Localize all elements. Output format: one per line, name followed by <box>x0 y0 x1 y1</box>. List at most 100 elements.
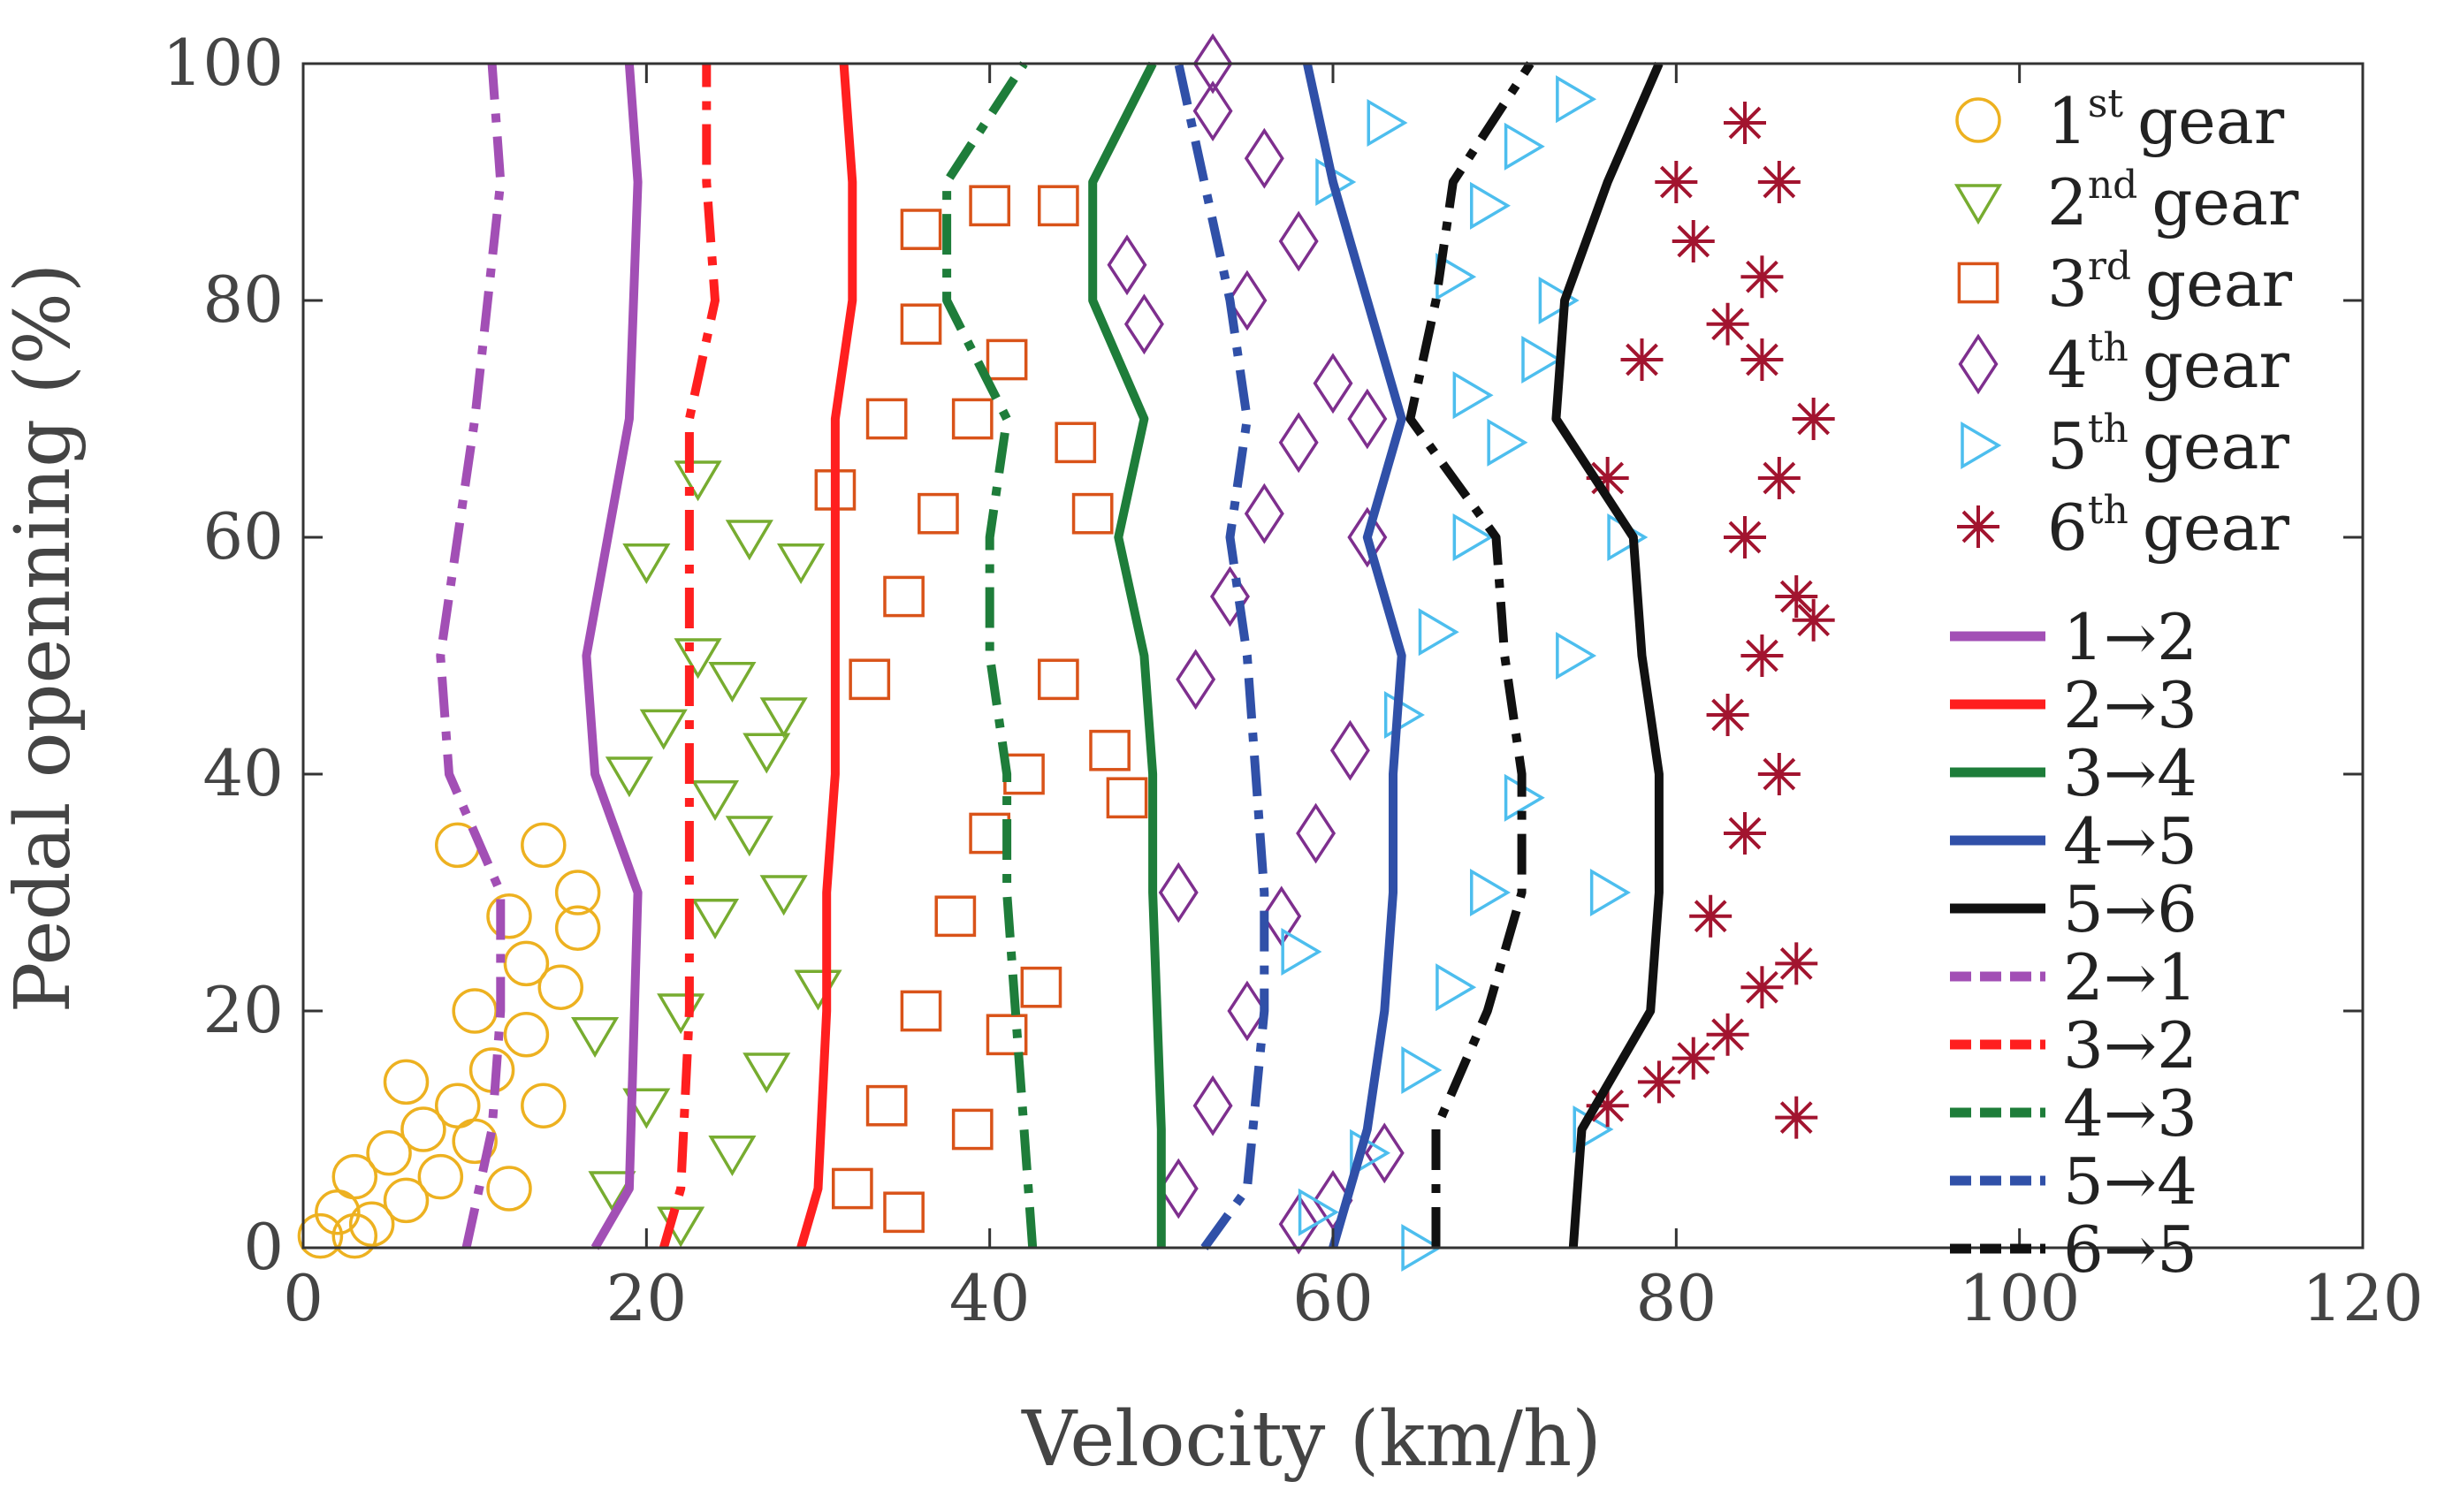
data-point <box>1436 963 1477 1012</box>
data-point <box>1757 753 1801 795</box>
data-point <box>383 1059 430 1106</box>
data-point <box>690 780 740 822</box>
data-point <box>1192 33 1233 95</box>
legend-label: 2nd gear <box>2047 163 2299 239</box>
data-point <box>1706 694 1749 736</box>
data-point <box>1655 161 1698 203</box>
legend-label-number: 3 <box>2047 247 2088 321</box>
data-point <box>1192 1075 1233 1136</box>
data-point <box>1278 412 1319 474</box>
data-point <box>503 940 550 987</box>
data-point <box>1227 270 1268 331</box>
data-point <box>1740 255 1784 299</box>
data-point <box>674 460 722 502</box>
threshold-line-3-4 <box>1088 61 1166 1248</box>
data-point <box>674 638 722 680</box>
data-point <box>708 662 757 703</box>
legend-item-2: 2nd gear <box>1953 163 2299 239</box>
data-point <box>1107 234 1147 296</box>
legend-line-label: 1→2 <box>2063 600 2197 674</box>
data-point <box>1347 506 1388 568</box>
legend-marker <box>1958 333 1999 395</box>
data-point <box>1401 1045 1443 1095</box>
legend-line-item-5-6: 5→6 <box>1950 872 2197 946</box>
legend-item-3: 3rd gear <box>1957 244 2293 321</box>
data-point <box>1210 566 1250 627</box>
data-point <box>1227 980 1268 1042</box>
data-point <box>1020 966 1062 1008</box>
threshold-line-4-3 <box>942 61 1038 1249</box>
data-point <box>1281 927 1322 976</box>
data-point <box>297 1212 344 1259</box>
data-point <box>1313 353 1353 414</box>
data-point <box>452 1118 498 1165</box>
legend-line-label: 4→3 <box>2063 1076 2197 1151</box>
scatter-series-5 <box>1281 75 1649 1273</box>
data-point <box>1620 338 1664 381</box>
data-point <box>1123 293 1164 355</box>
legend-marker <box>1961 421 2002 470</box>
data-point <box>571 1017 620 1059</box>
data-point <box>383 1177 430 1224</box>
legend-line-label: 5→4 <box>2063 1144 2197 1219</box>
data-point <box>1418 608 1459 657</box>
data-point <box>1672 220 1715 262</box>
data-point <box>1724 812 1766 855</box>
threshold-line-4-5 <box>1303 62 1406 1250</box>
legend-marker <box>1957 505 1999 548</box>
y-tick-label: 60 <box>202 499 284 574</box>
data-point <box>759 697 808 739</box>
data-point <box>794 969 842 1011</box>
legend-label-word: gear <box>2145 247 2293 321</box>
data-point <box>1244 482 1284 544</box>
data-point <box>366 1130 412 1176</box>
data-point <box>1452 371 1494 420</box>
data-point <box>1037 185 1079 227</box>
data-point <box>951 1108 994 1151</box>
y-tick-label: 100 <box>163 26 284 100</box>
axes-layer: 0 20 40 60 80 100 120 0 20 40 60 80 100 <box>163 26 2424 1335</box>
x-tick-label: 60 <box>1292 1261 1374 1335</box>
legend-marker <box>1955 97 2001 143</box>
legend-label: 3rd gear <box>2047 244 2293 321</box>
legend-line-label: 6→5 <box>2063 1212 2197 1287</box>
data-point <box>1452 513 1494 562</box>
data-point <box>1706 302 1749 346</box>
legend-label-word: gear <box>2137 84 2285 158</box>
legend-line-item-6-5: 6→5 <box>1950 1212 2197 1287</box>
legend-line-label: 4→5 <box>2063 804 2197 878</box>
data-point <box>417 1153 464 1200</box>
data-point <box>934 895 977 938</box>
data-point <box>743 1052 791 1094</box>
data-point <box>1757 161 1801 203</box>
data-point <box>452 988 498 1034</box>
data-point <box>725 816 773 857</box>
data-point <box>1775 942 1818 985</box>
data-point <box>1244 127 1284 189</box>
data-point <box>1792 598 1835 642</box>
data-point <box>1158 1158 1199 1219</box>
legend-label-superscript: rd <box>2088 244 2131 289</box>
legend-line-item-3-2: 3→2 <box>1950 1008 2197 1083</box>
legend-label-superscript: st <box>2088 81 2124 126</box>
data-point <box>521 1083 567 1128</box>
legend-line-item-3-4: 3→4 <box>1950 736 2197 810</box>
threshold-line-3-2 <box>659 64 720 1250</box>
data-point <box>503 1012 550 1058</box>
legend-item-1: 1st gear <box>1955 81 2285 158</box>
legend-item-4: 4th gear <box>1958 325 2289 402</box>
data-point <box>537 964 583 1010</box>
data-point <box>900 303 942 346</box>
data-point <box>1586 457 1629 499</box>
data-point <box>1586 1084 1629 1128</box>
data-point <box>1470 868 1512 917</box>
x-tick-label: 20 <box>606 1261 688 1335</box>
legend-line-label: 3→2 <box>2063 1008 2197 1083</box>
data-point <box>1589 868 1631 917</box>
data-point <box>1521 335 1563 384</box>
data-point <box>1055 422 1097 464</box>
data-point <box>986 1014 1028 1056</box>
data-point <box>1792 398 1835 440</box>
data-point <box>1350 1128 1391 1177</box>
